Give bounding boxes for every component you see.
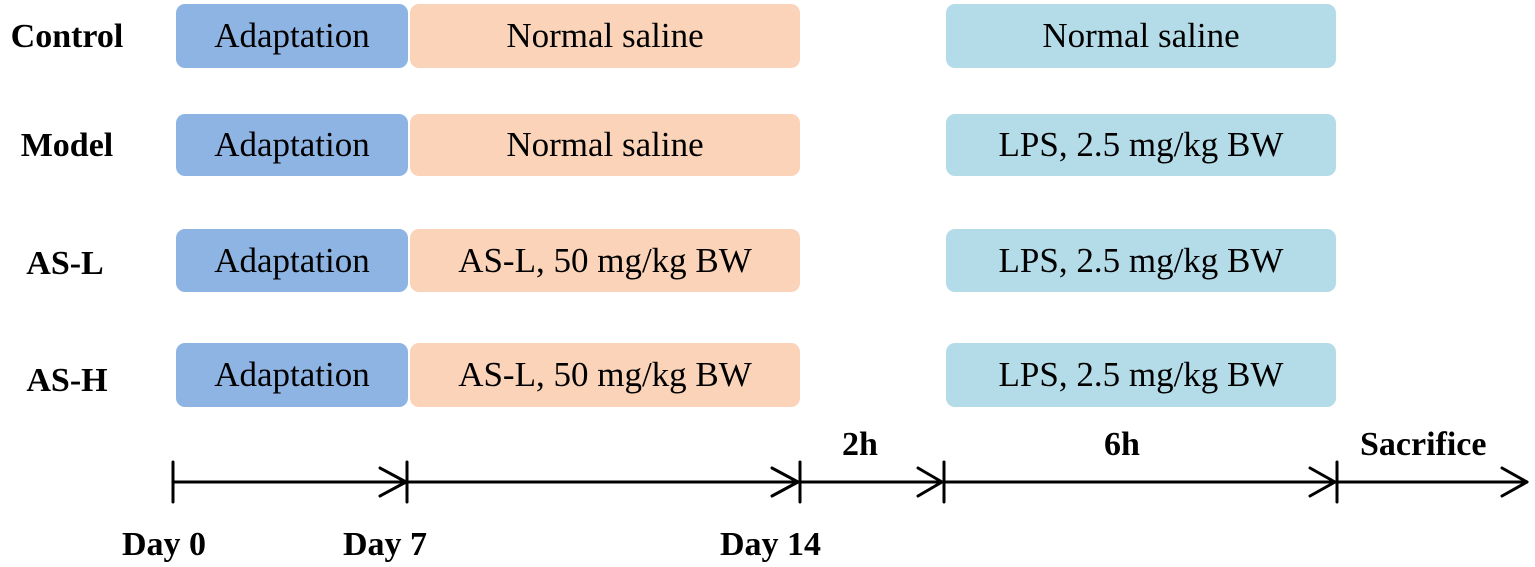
adaptation-text: Adaptation — [214, 125, 370, 164]
challenge-text: LPS, 2.5 mg/kg BW — [998, 240, 1284, 280]
day-label-14: Day 14 — [720, 526, 822, 563]
challenge-text: LPS, 2.5 mg/kg BW — [998, 125, 1284, 164]
treatment-box-as-l: AS-L, 50 mg/kg BW — [410, 229, 800, 292]
challenge-box-as-h: LPS, 2.5 mg/kg BW — [946, 343, 1336, 407]
treatment-box-model: Normal saline — [410, 114, 800, 176]
interval-label-2h: 2h — [842, 426, 878, 463]
adaptation-text: Adaptation — [214, 16, 370, 55]
adaptation-text: Adaptation — [214, 240, 370, 280]
interval-label-6h: 6h — [1104, 426, 1140, 463]
adaptation-box-as-h: Adaptation — [176, 343, 408, 407]
adaptation-text: Adaptation — [214, 355, 370, 394]
day-label-0: Day 0 — [122, 526, 207, 563]
adaptation-box-model: Adaptation — [176, 114, 408, 176]
challenge-box-control: Normal saline — [946, 4, 1336, 68]
treatment-box-as-h: AS-L, 50 mg/kg BW — [410, 343, 800, 407]
challenge-box-as-l: LPS, 2.5 mg/kg BW — [946, 229, 1336, 292]
group-label-control: Control — [10, 18, 124, 55]
treatment-text: AS-L, 50 mg/kg BW — [458, 355, 752, 394]
treatment-text: Normal saline — [506, 125, 704, 164]
arrowhead-sacrifice — [1500, 466, 1529, 498]
challenge-box-model: LPS, 2.5 mg/kg BW — [946, 114, 1336, 176]
treatment-text: Normal saline — [506, 16, 704, 55]
arrowhead-2h — [916, 466, 944, 498]
arrowhead-day14 — [770, 466, 800, 498]
group-label-as-l: AS-L — [26, 245, 104, 282]
group-label-model: Model — [20, 127, 114, 164]
treatment-box-control: Normal saline — [410, 4, 800, 68]
group-label-as-h: AS-H — [26, 362, 108, 399]
challenge-text: Normal saline — [1042, 16, 1240, 55]
arrowhead-6h — [1308, 466, 1337, 498]
day-label-7: Day 7 — [343, 526, 428, 563]
challenge-text: LPS, 2.5 mg/kg BW — [998, 355, 1284, 394]
adaptation-box-as-l: Adaptation — [176, 229, 408, 292]
sacrifice-label: Sacrifice — [1360, 426, 1487, 463]
adaptation-box-control: Adaptation — [176, 4, 408, 68]
treatment-text: AS-L, 50 mg/kg BW — [458, 240, 752, 280]
